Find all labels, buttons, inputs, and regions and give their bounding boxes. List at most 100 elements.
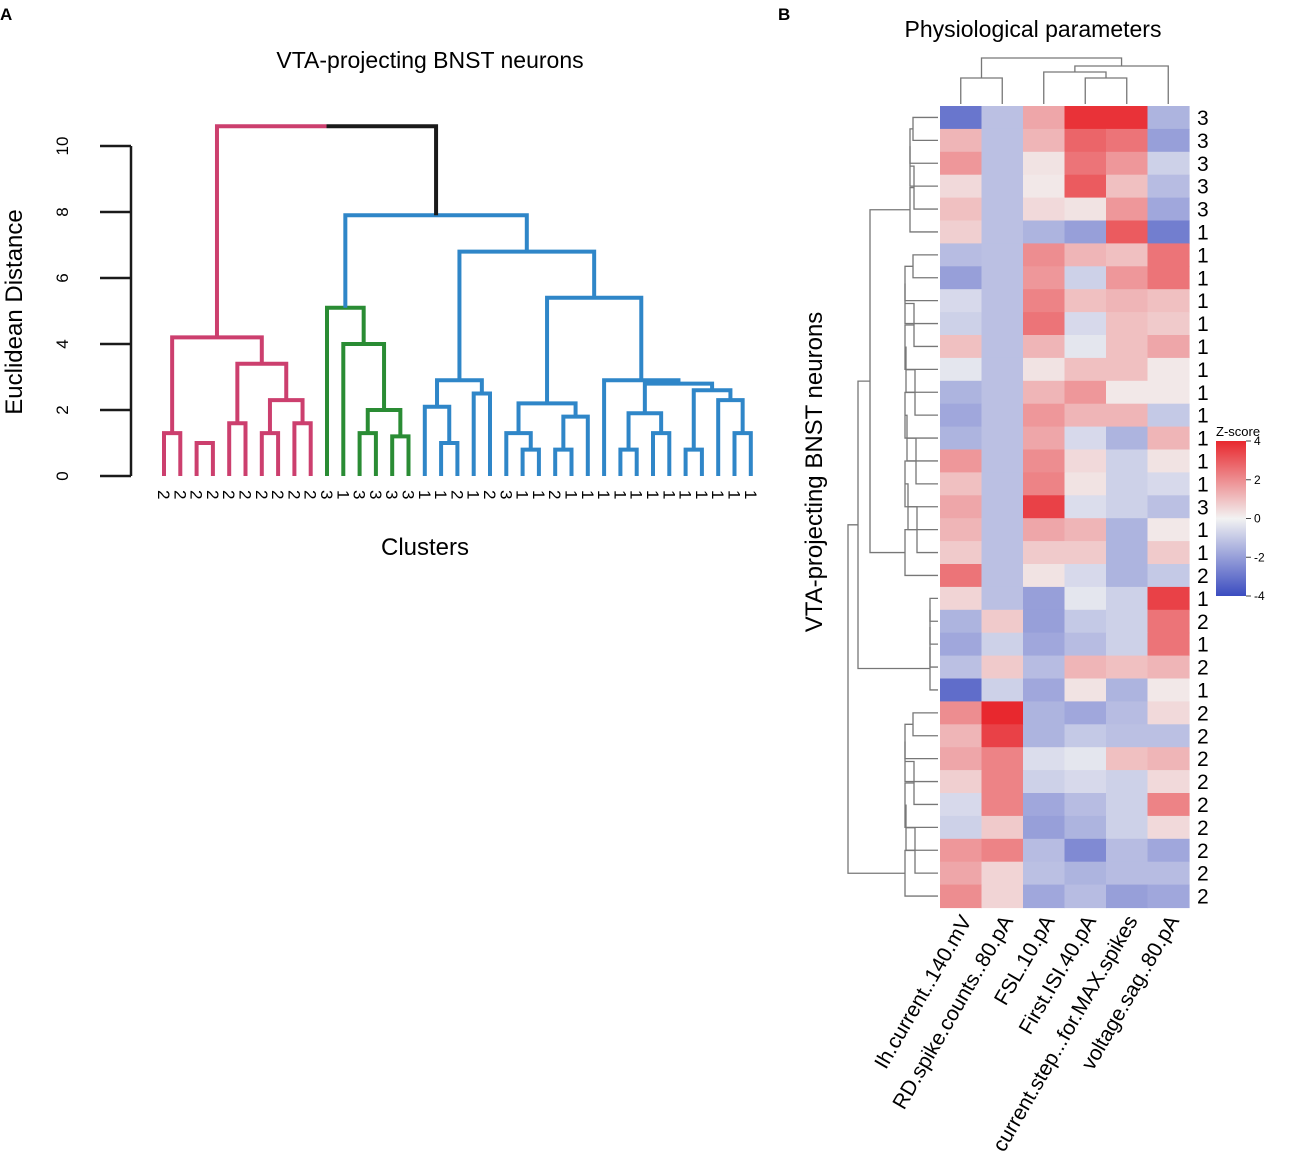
heatmap-row-label: 2 xyxy=(1197,702,1209,725)
heatmap-cell xyxy=(1064,495,1107,519)
heatmap-row-label: 1 xyxy=(1197,382,1209,405)
heatmap-cell xyxy=(981,449,1024,473)
heatmap-cell xyxy=(1023,335,1066,359)
heatmap-cell xyxy=(1064,815,1107,840)
heatmap-cell xyxy=(1064,357,1107,382)
heatmap-row-label: 1 xyxy=(1197,313,1209,336)
heatmap-cell xyxy=(1106,724,1149,748)
dendrogram-link xyxy=(357,431,378,476)
heatmap-cell xyxy=(940,724,983,748)
heatmap-cell xyxy=(940,838,983,863)
leaf-label: 1 xyxy=(529,490,548,499)
heatmap-cell xyxy=(1064,564,1107,588)
heatmap-cell xyxy=(940,380,983,405)
leaf-label: 2 xyxy=(154,490,173,499)
row-dendrogram-link xyxy=(869,209,910,554)
heatmap-cell xyxy=(1147,632,1190,657)
heatmap-cell xyxy=(1106,403,1149,428)
heatmap-cell xyxy=(981,793,1024,817)
panel-letter-b: B xyxy=(778,5,790,24)
heatmap-cell xyxy=(1147,724,1190,748)
heatmap-cell xyxy=(940,564,983,588)
heatmap-cell xyxy=(1106,357,1149,382)
leaf-label: 2 xyxy=(219,490,238,499)
heatmap-cell xyxy=(940,655,983,680)
leaf-label: 1 xyxy=(659,490,678,499)
heatmap-cell xyxy=(1023,609,1066,634)
heatmap-cell xyxy=(1147,586,1190,611)
heatmap-cell xyxy=(1064,678,1107,702)
dendrogram-link xyxy=(439,441,460,476)
leaf-label: 1 xyxy=(610,490,629,499)
heatmap-cell xyxy=(1106,701,1149,725)
heatmap-cell xyxy=(1106,289,1149,313)
heatmap-cell xyxy=(1023,197,1066,222)
heatmap-cell xyxy=(981,380,1024,405)
leaf-label: 1 xyxy=(676,490,695,499)
y-tick-label: 10 xyxy=(53,137,72,156)
heatmap-cell xyxy=(1106,495,1149,519)
dendrogram-link xyxy=(235,361,289,424)
leaf-label: 1 xyxy=(464,490,483,499)
heatmap-cell xyxy=(1147,655,1190,680)
leaf-label: 1 xyxy=(513,490,532,499)
dendrogram-x-axis-label: Clusters xyxy=(381,534,469,561)
heatmap-cell xyxy=(1147,564,1190,588)
row-dendrogram-link xyxy=(904,265,938,302)
dendrogram-link xyxy=(618,447,639,476)
heatmap-cell xyxy=(1106,861,1149,886)
heatmap-cell xyxy=(1064,289,1107,313)
heatmap-cell xyxy=(940,197,983,222)
heatmap-cell xyxy=(940,678,983,702)
heatmap-row-label: 3 xyxy=(1197,153,1209,176)
heatmap-row-label: 3 xyxy=(1197,199,1209,222)
heatmap-cell xyxy=(1106,632,1149,657)
heatmap-row-label: 1 xyxy=(1197,290,1209,313)
heatmap-row-label: 1 xyxy=(1197,405,1209,428)
heatmap-row-label: 2 xyxy=(1197,611,1209,634)
heatmap-cell xyxy=(940,357,983,382)
heatmap-row-label: 1 xyxy=(1197,244,1209,267)
heatmap-cell xyxy=(1106,747,1149,771)
leaf-label: 2 xyxy=(252,490,271,499)
heatmap-cell xyxy=(1023,243,1066,267)
dendrogram-link xyxy=(162,431,183,476)
leaf-label: 1 xyxy=(562,490,581,499)
dendrogram-link xyxy=(504,431,533,476)
heatmap-row-label: 2 xyxy=(1197,771,1209,794)
heatmap-cell xyxy=(1106,541,1149,565)
leaf-label: 2 xyxy=(187,490,206,499)
heatmap-cell xyxy=(1064,380,1107,405)
heatmap-cell xyxy=(1106,151,1149,176)
heatmap-cell xyxy=(1023,151,1066,176)
dendrogram-link-root-right xyxy=(326,124,439,216)
heatmap-cell xyxy=(1023,449,1066,473)
heatmap-cell xyxy=(1147,495,1190,519)
heatmap-cell xyxy=(940,701,983,725)
heatmap-cell xyxy=(1147,197,1190,222)
heatmap-cell xyxy=(981,884,1024,909)
dendrogram-y-ticks: 0 2 4 6 8 10 xyxy=(53,137,131,481)
heatmap-row-label: 1 xyxy=(1197,222,1209,245)
dendrogram-link xyxy=(683,447,704,476)
heatmap-cell xyxy=(1023,678,1066,702)
heatmap-cell xyxy=(1023,884,1066,909)
leaf-label: 1 xyxy=(643,490,662,499)
heatmap-cell xyxy=(1023,564,1066,588)
dendrogram-link xyxy=(553,447,574,476)
heatmap-cell xyxy=(981,815,1024,840)
heatmap-row-label: 2 xyxy=(1197,886,1209,909)
dendrogram-link xyxy=(194,441,215,476)
leaf-label: 2 xyxy=(284,490,303,499)
leaf-label: 1 xyxy=(725,490,744,499)
leaf-label: 1 xyxy=(692,490,711,499)
heatmap-cell xyxy=(981,197,1024,222)
heatmap-cell xyxy=(1106,884,1149,909)
heatmap-cell xyxy=(1023,495,1066,519)
heatmap-cell xyxy=(1064,724,1107,748)
heatmap-row-label: 2 xyxy=(1197,840,1209,863)
heatmap-cell xyxy=(981,518,1024,542)
heatmap-cell xyxy=(981,724,1024,748)
row-dendrogram-link xyxy=(904,741,938,783)
